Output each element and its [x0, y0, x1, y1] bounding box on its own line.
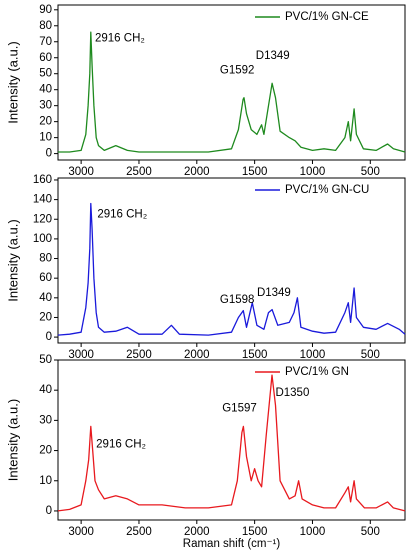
peak-annotation: G1592 — [220, 65, 255, 77]
x-tick-label: 2000 — [184, 349, 210, 361]
y-tick-label: 10 — [39, 475, 52, 487]
plot-frame — [57, 359, 406, 521]
legend-label: PVC/1% GN-CU — [285, 184, 369, 196]
spectrum-line — [58, 31, 406, 153]
peak-annotation: 2916 CH₂ — [97, 208, 147, 220]
peak-annotation: G1597 — [222, 402, 257, 414]
y-tick-label: 40 — [39, 292, 52, 304]
peak-annotation: 2916 CH₂ — [95, 33, 145, 45]
x-tick-label: 1500 — [242, 526, 268, 538]
y-tick-label: 120 — [33, 213, 52, 225]
x-tick-label: 3000 — [68, 526, 94, 538]
y-tick-label: 70 — [39, 36, 52, 48]
y-tick-label: 40 — [39, 384, 52, 396]
x-tick-label: 500 — [361, 349, 380, 361]
peak-annotation: D1349 — [256, 50, 290, 62]
plot-frame — [57, 177, 406, 344]
x-tick-label: 2000 — [184, 526, 210, 538]
y-axis-label: Intensity (a.u.) — [5, 399, 20, 481]
y-axis-label: Intensity (a.u.) — [5, 41, 20, 123]
x-axis-label: Raman shift (cm⁻¹) — [183, 538, 281, 550]
y-tick-label: 160 — [33, 174, 52, 186]
y-tick-label: 40 — [39, 84, 52, 96]
x-tick-label: 1500 — [242, 349, 268, 361]
y-tick-label: 30 — [39, 100, 52, 112]
peak-annotation: 2916 CH₂ — [96, 439, 146, 451]
y-tick-label: 20 — [39, 445, 52, 457]
y-tick-label: 10 — [39, 132, 52, 144]
y-tick-label: 60 — [39, 272, 52, 284]
y-tick-label: 80 — [39, 20, 52, 32]
y-tick-label: 0 — [46, 331, 52, 343]
legend-label: PVC/1% GN-CE — [285, 11, 369, 23]
x-tick-label: 1000 — [300, 526, 326, 538]
x-tick-label: 2500 — [126, 526, 152, 538]
y-tick-label: 90 — [39, 4, 52, 16]
x-tick-label: 1500 — [242, 166, 268, 178]
x-tick-label: 3000 — [68, 166, 94, 178]
y-tick-label: 50 — [39, 68, 52, 80]
plot-frame — [57, 4, 406, 161]
peak-annotation: G1598 — [220, 294, 255, 306]
y-axis-label: Intensity (a.u.) — [5, 219, 20, 301]
peak-annotation: D1349 — [257, 287, 291, 299]
x-tick-label: 2500 — [126, 166, 152, 178]
y-tick-label: 50 — [39, 354, 52, 366]
y-tick-label: 60 — [39, 52, 52, 64]
x-tick-label: 500 — [361, 526, 380, 538]
x-tick-label: 3000 — [68, 349, 94, 361]
x-tick-label: 2000 — [184, 166, 210, 178]
x-tick-label: 1000 — [300, 166, 326, 178]
x-tick-label: 2500 — [126, 349, 152, 361]
spectrum-line — [57, 374, 406, 512]
y-tick-label: 0 — [46, 148, 52, 160]
spectrum-line — [57, 202, 406, 336]
y-tick-label: 0 — [46, 505, 52, 517]
y-tick-label: 20 — [39, 311, 52, 323]
y-tick-label: 20 — [39, 116, 52, 128]
legend-label: PVC/1% GN — [285, 366, 349, 378]
x-tick-label: 500 — [361, 166, 380, 178]
y-tick-label: 30 — [39, 414, 52, 426]
y-tick-label: 140 — [33, 194, 52, 206]
y-tick-label: 100 — [33, 233, 52, 245]
x-tick-label: 1000 — [300, 349, 326, 361]
peak-annotation: D1350 — [275, 387, 309, 399]
y-tick-label: 80 — [39, 253, 52, 265]
